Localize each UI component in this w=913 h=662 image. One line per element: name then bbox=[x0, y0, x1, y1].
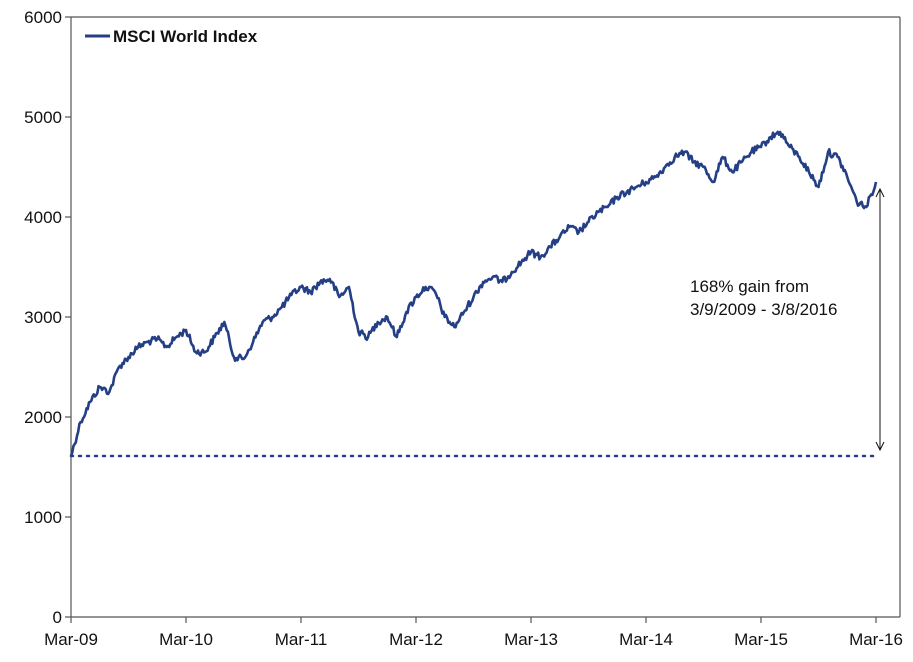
x-axis-ticks: Mar-09 Mar-10 Mar-11 Mar-12 Mar-13 Mar-14 Mar-… bbox=[44, 617, 903, 649]
series-line-msci-world-index bbox=[69, 130, 878, 457]
y-tick-label: 2000 bbox=[24, 408, 62, 427]
x-tick-label: Mar-14 bbox=[619, 630, 673, 649]
annotation: 168% gain from 3/9/2009 - 3/8/2016 bbox=[690, 187, 885, 452]
x-tick-label: Mar-13 bbox=[504, 630, 558, 649]
x-tick-label: Mar-10 bbox=[159, 630, 213, 649]
arrow-head-top bbox=[875, 187, 885, 198]
y-axis-ticks: 0 1000 2000 3000 4000 5000 6000 bbox=[24, 8, 71, 627]
y-tick-label: 0 bbox=[53, 608, 62, 627]
x-tick-label: Mar-11 bbox=[275, 630, 328, 649]
x-tick-label: Mar-12 bbox=[389, 630, 443, 649]
arrow-head-bottom bbox=[875, 441, 885, 452]
y-tick-label: 4000 bbox=[24, 208, 62, 227]
x-tick-label: Mar-15 bbox=[734, 630, 788, 649]
annotation-line-1: 168% gain from bbox=[690, 277, 809, 296]
x-tick-label: Mar-16 bbox=[849, 630, 903, 649]
y-tick-label: 1000 bbox=[24, 508, 62, 527]
y-tick-label: 3000 bbox=[24, 308, 62, 327]
annotation-line-2: 3/9/2009 - 3/8/2016 bbox=[690, 300, 837, 319]
legend-label: MSCI World Index bbox=[113, 27, 258, 46]
y-tick-label: 5000 bbox=[24, 108, 62, 127]
x-tick-label: Mar-09 bbox=[44, 630, 98, 649]
y-tick-label: 6000 bbox=[24, 8, 62, 27]
legend: MSCI World Index bbox=[85, 27, 258, 46]
